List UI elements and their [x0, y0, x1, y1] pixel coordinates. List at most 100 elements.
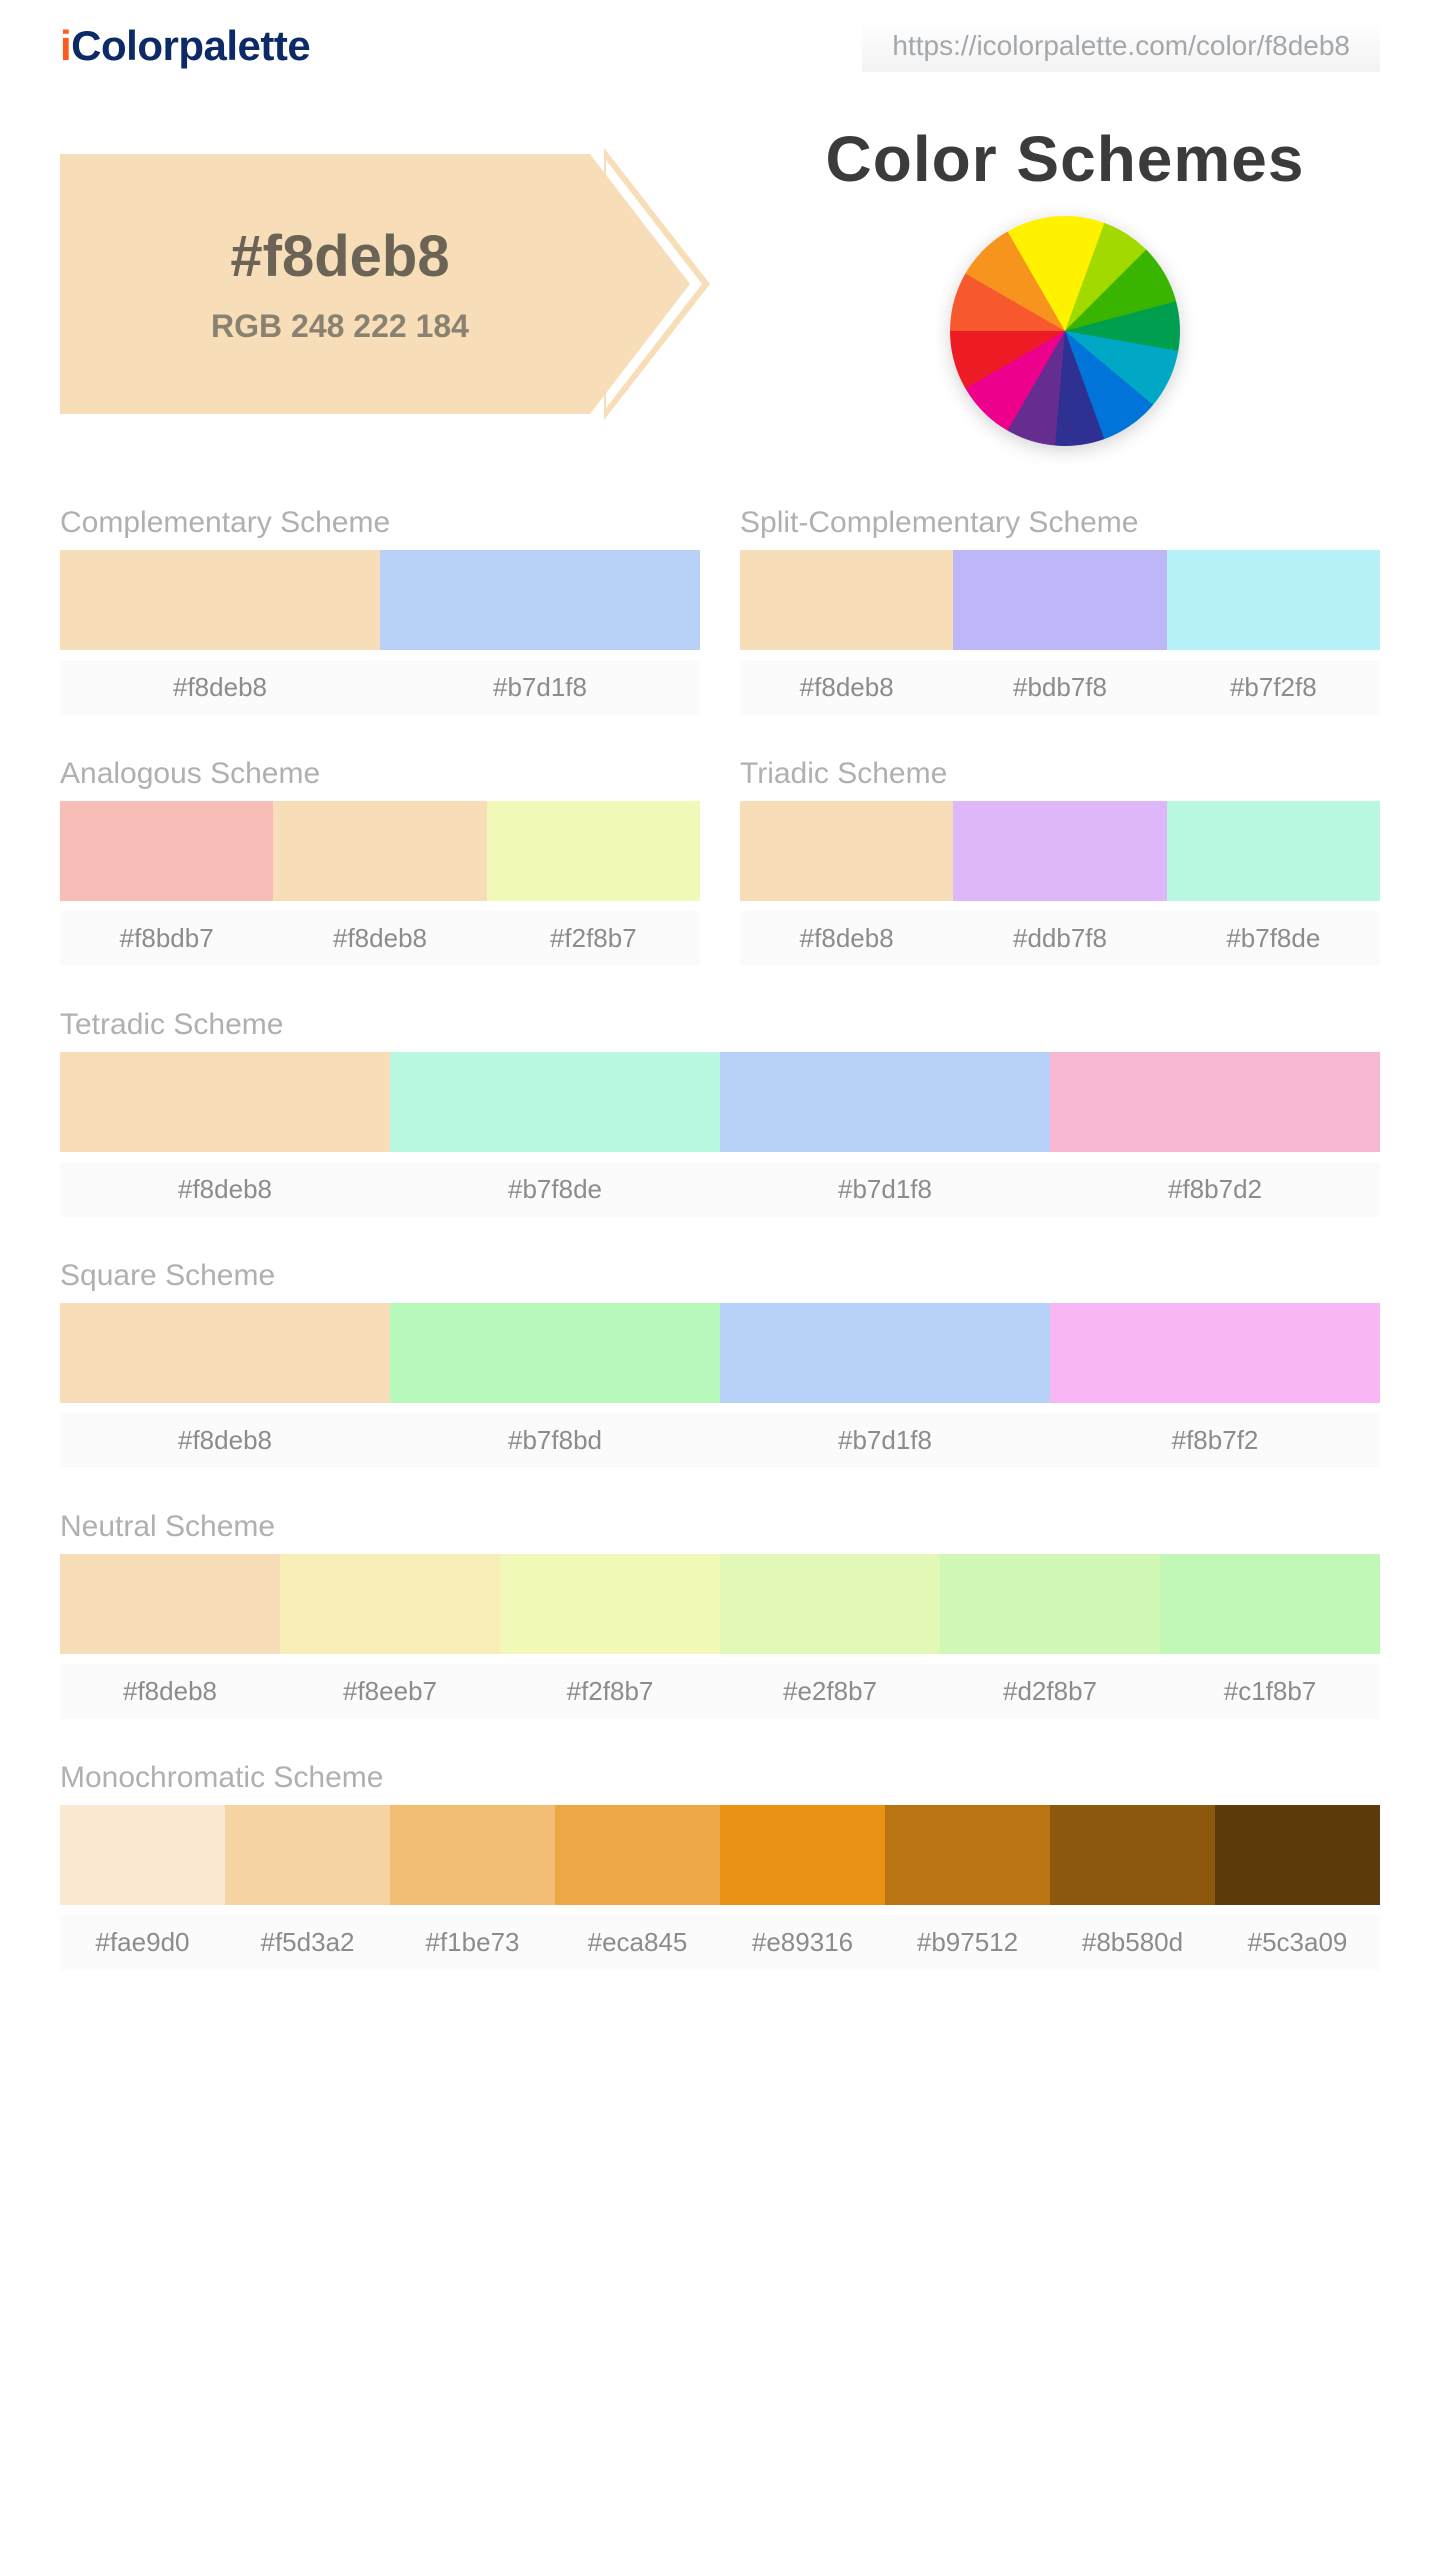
swatch[interactable] — [1050, 1303, 1380, 1403]
scheme-row: Analogous Scheme #f8bdb7#f8deb8#f2f8b7 Tri… — [60, 757, 1380, 966]
swatch[interactable] — [953, 550, 1166, 650]
scheme-title: Square Scheme — [60, 1259, 1380, 1293]
swatch-label: #b7f8de — [390, 1162, 720, 1217]
source-url: https://icolorpalette.com/color/f8deb8 — [862, 20, 1380, 72]
scheme: Split-Complementary Scheme #f8deb8#bdb7f8… — [740, 506, 1380, 715]
swatch-label: #f8deb8 — [60, 1413, 390, 1468]
swatches — [60, 1554, 1380, 1654]
swatch[interactable] — [953, 801, 1166, 901]
logo: iColorpalette — [60, 22, 310, 70]
swatch[interactable] — [740, 550, 953, 650]
swatch[interactable] — [1160, 1554, 1380, 1654]
swatch-label: #eca845 — [555, 1915, 720, 1970]
scheme-title: Tetradic Scheme — [60, 1008, 1380, 1042]
hero: #f8deb8 RGB 248 222 184 Color Schemes — [0, 102, 1440, 486]
swatch[interactable] — [390, 1052, 720, 1152]
swatch-labels: #f8bdb7#f8deb8#f2f8b7 — [60, 911, 700, 966]
swatch[interactable] — [280, 1554, 500, 1654]
schemes-title-wrap: Color Schemes — [750, 122, 1380, 446]
swatch-labels: #f8deb8#b7f8bd#b7d1f8#f8b7f2 — [60, 1413, 1380, 1468]
swatch-label: #f8deb8 — [740, 660, 953, 715]
swatch-label: #f8eeb7 — [280, 1664, 500, 1719]
swatch[interactable] — [487, 801, 700, 901]
swatches — [60, 550, 700, 650]
scheme-row: Square Scheme #f8deb8#b7f8bd#b7d1f8#f8b7f… — [60, 1259, 1380, 1468]
scheme-title: Monochromatic Scheme — [60, 1761, 1380, 1795]
swatch-label: #bdb7f8 — [953, 660, 1166, 715]
swatch-label: #f2f8b7 — [487, 911, 700, 966]
schemes-container: Complementary Scheme#f8deb8#b7d1f8Split-… — [0, 486, 1440, 2050]
swatch-label: #b7d1f8 — [720, 1413, 1050, 1468]
swatch-label: #5c3a09 — [1215, 1915, 1380, 1970]
swatch-labels: #f8deb8#b7f8de#b7d1f8#f8b7d2 — [60, 1162, 1380, 1217]
swatch[interactable] — [885, 1805, 1050, 1905]
scheme: Analogous Scheme #f8bdb7#f8deb8#f2f8b7 — [60, 757, 700, 966]
swatch[interactable] — [273, 801, 486, 901]
swatch[interactable] — [1215, 1805, 1380, 1905]
scheme-title: Triadic Scheme — [740, 757, 1380, 791]
swatch-label: #f5d3a2 — [225, 1915, 390, 1970]
swatches — [60, 1303, 1380, 1403]
swatch[interactable] — [390, 1805, 555, 1905]
scheme: Tetradic Scheme #f8deb8#b7f8de#b7d1f8#f8b… — [60, 1008, 1380, 1217]
scheme: Neutral Scheme #f8deb8#f8eeb7#f2f8b7#e2f8… — [60, 1510, 1380, 1719]
swatch[interactable] — [720, 1303, 1050, 1403]
swatch-label: #f8deb8 — [60, 1162, 390, 1217]
swatch[interactable] — [720, 1554, 940, 1654]
scheme: Triadic Scheme #f8deb8#ddb7f8#b7f8de — [740, 757, 1380, 966]
logo-i: i — [60, 22, 71, 69]
swatch[interactable] — [1167, 801, 1380, 901]
swatch[interactable] — [720, 1052, 1050, 1152]
arrow-text: #f8deb8 RGB 248 222 184 — [60, 154, 620, 414]
swatch-label: #f8b7f2 — [1050, 1413, 1380, 1468]
color-wheel-icon — [950, 216, 1180, 446]
scheme-title: Split-Complementary Scheme — [740, 506, 1380, 540]
scheme: Square Scheme #f8deb8#b7f8bd#b7d1f8#f8b7f… — [60, 1259, 1380, 1468]
scheme-title: Neutral Scheme — [60, 1510, 1380, 1544]
swatch[interactable] — [60, 1303, 390, 1403]
swatch[interactable] — [380, 550, 700, 650]
swatch-label: #f1be73 — [390, 1915, 555, 1970]
swatch[interactable] — [1050, 1805, 1215, 1905]
swatch[interactable] — [60, 1554, 280, 1654]
swatch-label: #f8deb8 — [60, 660, 380, 715]
swatch-labels: #f8deb8#ddb7f8#b7f8de — [740, 911, 1380, 966]
swatches — [60, 801, 700, 901]
swatch[interactable] — [940, 1554, 1160, 1654]
swatch[interactable] — [555, 1805, 720, 1905]
scheme-title: Complementary Scheme — [60, 506, 700, 540]
hero-hex: #f8deb8 — [230, 223, 449, 290]
swatch-labels: #f8deb8#b7d1f8 — [60, 660, 700, 715]
swatch-label: #e89316 — [720, 1915, 885, 1970]
swatch-label: #b7f8de — [1167, 911, 1380, 966]
swatch[interactable] — [225, 1805, 390, 1905]
swatch-label: #8b580d — [1050, 1915, 1215, 1970]
swatch[interactable] — [720, 1805, 885, 1905]
swatch-label: #b7d1f8 — [720, 1162, 1050, 1217]
swatch-label: #b7f8bd — [390, 1413, 720, 1468]
scheme-row: Neutral Scheme #f8deb8#f8eeb7#f2f8b7#e2f8… — [60, 1510, 1380, 1719]
scheme-row: Monochromatic Scheme #fae9d0#f5d3a2#f1be7… — [60, 1761, 1380, 1970]
swatch-label: #b7d1f8 — [380, 660, 700, 715]
scheme-title: Analogous Scheme — [60, 757, 700, 791]
swatch-label: #c1f8b7 — [1160, 1664, 1380, 1719]
swatch-label: #f8deb8 — [273, 911, 486, 966]
swatch[interactable] — [60, 801, 273, 901]
swatch-label: #fae9d0 — [60, 1915, 225, 1970]
swatch[interactable] — [60, 1052, 390, 1152]
header: iColorpalette https://icolorpalette.com/… — [0, 0, 1440, 102]
swatch[interactable] — [740, 801, 953, 901]
swatch[interactable] — [1167, 550, 1380, 650]
swatch[interactable] — [1050, 1052, 1380, 1152]
scheme-row: Complementary Scheme#f8deb8#b7d1f8Split-… — [60, 506, 1380, 715]
swatch[interactable] — [500, 1554, 720, 1654]
scheme: Complementary Scheme #f8deb8#b7d1f8 — [60, 506, 700, 715]
swatch[interactable] — [60, 1805, 225, 1905]
swatch[interactable] — [60, 550, 380, 650]
swatch-label: #f2f8b7 — [500, 1664, 720, 1719]
swatch-labels: #f8deb8#f8eeb7#f2f8b7#e2f8b7#d2f8b7#c1f8… — [60, 1664, 1380, 1719]
hero-rgb: RGB 248 222 184 — [211, 308, 469, 345]
swatch[interactable] — [390, 1303, 720, 1403]
schemes-title: Color Schemes — [826, 122, 1305, 196]
swatches — [60, 1805, 1380, 1905]
